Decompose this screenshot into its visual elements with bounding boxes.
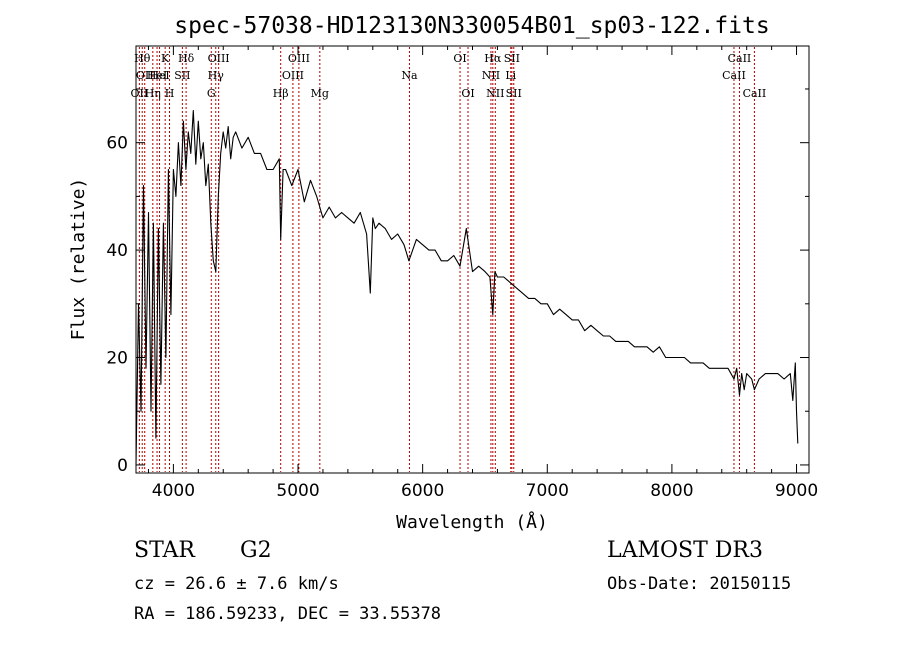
x-tick-label: 5000 [276,481,319,501]
line-marker-label: Mg [311,87,329,100]
x-axis-ticks: 4000 5000 6000 7000 8000 9000 [147,46,818,501]
line-marker-label: CaII [728,52,752,65]
object-subclass: G2 [240,538,272,563]
line-marker-label: Hβ [273,87,289,100]
line-marker-label: CaII [722,69,746,82]
line-marker-label: Hδ [178,52,195,65]
line-marker-label: G [207,87,216,100]
line-marker-label: OII [131,87,149,100]
redshift-readout: cz = 26.6 ± 7.6 km/s [134,574,339,594]
x-tick-label: 4000 [152,481,195,501]
x-tick-label: 8000 [650,481,693,501]
y-tick-label: 40 [106,241,128,261]
x-axis-label: Wavelength (Å) [396,511,548,533]
observation-date: Obs-Date: 20150115 [607,574,792,594]
line-marker-label: H [165,87,175,100]
line-marker-label: Na [401,69,418,82]
line-marker-label: Hα [484,52,502,65]
emission-line-markers [138,47,755,472]
chart-title: spec-57038-HD123130N330054B01_sp03-122.f… [174,13,769,39]
y-tick-label: 60 [106,134,128,154]
survey-name: LAMOST DR3 [607,538,763,563]
line-marker-label: NII [486,87,504,100]
y-tick-label: 20 [106,349,128,369]
line-marker-label: SII [504,52,520,65]
line-marker-label: HeI [149,69,169,82]
line-marker-label: NII [482,69,500,82]
line-marker-label: OI [453,52,466,65]
plot-frame [135,45,810,474]
line-marker-label: OIII [208,52,230,65]
line-marker-label: OII [136,69,154,82]
line-marker-label: OIII [282,69,304,82]
coordinates-readout: RA = 186.59233, DEC = 33.55378 [134,604,442,624]
line-marker-label: Hγ [208,69,225,82]
emission-line-labels: OIIHθOIIHηHeIHeIKHSIIHδGHγOIIIHβOIIIOIII… [131,52,767,100]
line-marker-label: Li [505,69,516,82]
line-marker-label: Hθ [134,52,151,65]
line-marker-label: HeI [147,69,167,82]
line-marker-label: OI [461,87,474,100]
object-class: STAR [134,538,195,563]
line-marker-label: SII [174,69,190,82]
x-tick-label: 6000 [401,481,444,501]
line-marker-label: Hη [145,87,161,100]
spectrum-line [135,109,799,465]
x-tick-label: 7000 [526,481,569,501]
y-axis-label: Flux (relative) [68,178,89,341]
x-tick-label: 9000 [775,481,818,501]
line-marker-label: CaII [743,87,767,100]
line-marker-label: SII [506,87,522,100]
y-tick-label: 0 [117,456,128,476]
line-marker-label: K [161,52,170,65]
line-marker-label: OIII [288,52,310,65]
y-axis-ticks: 0 20 40 60 [106,88,809,476]
